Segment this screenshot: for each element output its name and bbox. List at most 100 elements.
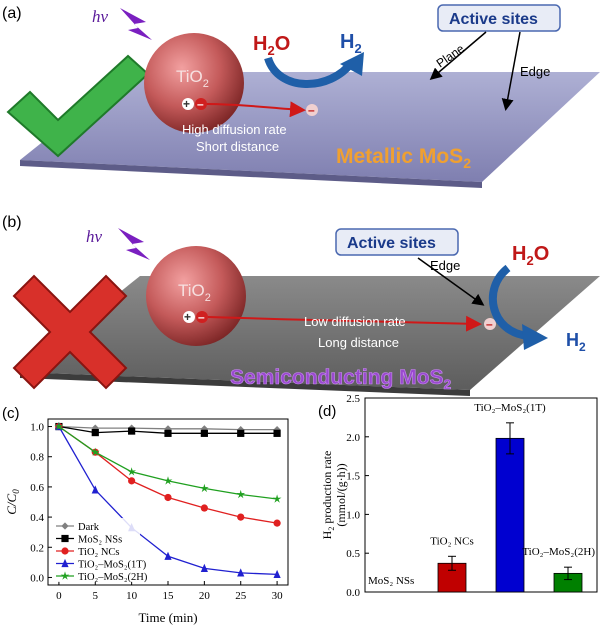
reaction-arrow-a <box>264 56 356 88</box>
chart-c-ytick-label: 0.8 <box>30 452 44 464</box>
hole-icon-b <box>183 311 195 323</box>
series-line-4 <box>58 425 278 500</box>
data-point <box>237 425 245 434</box>
chart-d: (d) 0.0 0.5 1.0 1.5 2.0 2.5 MoS₂ NSs TiO₂ NCs T… <box>318 393 598 599</box>
chart-c-ytick-label: 1.0 <box>30 422 44 434</box>
hole-sign-b: + <box>184 310 191 324</box>
edge-pointer-a <box>501 31 521 111</box>
edge-label-b: Edge <box>430 258 460 273</box>
data-point <box>200 504 208 512</box>
h2o-label-a: H2O <box>253 33 290 58</box>
data-point <box>164 429 172 437</box>
chart-c-xtick-label: 20 <box>199 590 211 602</box>
active-sites-label-b: Active sites <box>347 235 436 252</box>
data-point <box>237 429 245 437</box>
chart-d-ytick-label: 1.5 <box>346 471 360 483</box>
legend-label: TiO₂–MoS₂(1T) <box>78 560 147 571</box>
data-point <box>237 513 245 521</box>
electron-dot-b <box>484 318 496 330</box>
lightning-icon <box>120 8 152 40</box>
data-point <box>127 467 136 476</box>
edge-label-a: Edge <box>520 64 550 79</box>
chart-c-xtick-label: 0 <box>56 590 62 602</box>
bar-label: TiO₂–MoS₂(1T) <box>474 402 546 414</box>
active-sites-box-a <box>437 4 561 32</box>
lightning-icon-b <box>118 228 150 260</box>
legend-label: TiO₂–MoS₂(2H) <box>78 572 148 583</box>
plane-edge-b <box>20 372 470 396</box>
data-point <box>273 429 281 437</box>
legend-marker <box>61 534 69 543</box>
chart-d-ytick-label: 2.0 <box>346 432 360 444</box>
panel-b: hν TiO2 + – – Low diffusion rate Long di… <box>2 214 600 396</box>
hole-icon <box>182 98 194 110</box>
data-point <box>54 421 64 431</box>
data-point <box>236 489 246 499</box>
legend-marker <box>61 522 69 530</box>
tio2-label-b: TiO2 <box>178 281 211 304</box>
reaction-arrowhead-a <box>340 52 364 76</box>
h2o-label-b: H2O <box>512 243 549 268</box>
electron-icon-b <box>196 311 208 323</box>
chart-d-ylabel-line2: (mmol/(g·h)) <box>334 463 348 526</box>
caption-a-line1: High diffusion rate <box>182 122 287 137</box>
data-point <box>200 483 209 493</box>
panel-b-label: (b) <box>2 214 22 231</box>
chart-d-ytick-label: 1.0 <box>346 509 360 521</box>
data-point <box>164 551 172 560</box>
electron-sign-b: – <box>198 310 205 324</box>
data-point <box>273 519 281 527</box>
bar <box>495 437 525 593</box>
caption-b-line1: Low diffusion rate <box>304 314 406 329</box>
chart-d-ylabel-line1: H2 production rate <box>320 451 336 540</box>
tio2-sphere-b <box>146 246 246 346</box>
chart-d-frame <box>364 397 598 593</box>
chart-c-ytick-label: 0.4 <box>30 512 44 524</box>
cross-mark <box>12 274 128 390</box>
chart-c-ytick-label: 0.0 <box>30 572 44 584</box>
chart-c-ytick-label: 0.6 <box>30 482 44 494</box>
panel-a-label: (a) <box>2 5 22 22</box>
legend-label: Dark <box>78 522 100 533</box>
chart-c-ylabel: C/C0 <box>4 489 21 515</box>
electron-dot-sign-b: – <box>486 317 493 331</box>
bar-label: MoS₂ NSs <box>368 575 414 587</box>
diffusion-arrow-a <box>206 101 306 118</box>
data-point <box>128 427 136 435</box>
data-point <box>273 569 281 579</box>
plane-pointer <box>429 31 487 80</box>
data-point <box>128 477 136 485</box>
hv-label-a: hν <box>92 7 109 26</box>
series-line-2 <box>58 425 278 524</box>
data-point <box>164 493 172 502</box>
data-point <box>91 485 99 494</box>
data-point <box>272 494 282 503</box>
legend-label: TiO₂ NCs <box>78 547 120 558</box>
electron-sign: – <box>197 97 204 111</box>
data-point <box>90 447 100 456</box>
caption-b-line2: Long distance <box>318 335 399 350</box>
electron-dot-sign-a: – <box>308 103 315 117</box>
active-sites-label-a: Active sites <box>449 11 538 28</box>
check-mark <box>6 54 150 158</box>
data-point <box>273 425 281 434</box>
chart-d-ytick-label: 2.5 <box>346 393 360 405</box>
plane-label: Plane <box>434 41 467 70</box>
hv-label-b: hν <box>86 227 103 246</box>
electron-icon <box>195 98 207 110</box>
legend-marker <box>60 571 70 580</box>
panel-c-label: (c) <box>2 405 20 422</box>
bar-label: TiO₂–MoS₂(2H) <box>522 546 595 558</box>
data-point <box>91 428 99 437</box>
panel-d-label: (d) <box>318 403 336 420</box>
panel-a: hν TiO2 + – – High diffusion rate Short … <box>2 4 600 188</box>
data-point <box>237 568 245 577</box>
caption-a-line2: Short distance <box>196 139 279 154</box>
diffusion-arrow-b <box>207 315 482 332</box>
chart-d-ytick-label: 0.5 <box>346 548 360 560</box>
data-point <box>163 476 173 485</box>
chart-c-xtick-label: 10 <box>126 590 138 602</box>
metallic-mos2-label: Metallic MoS2 <box>336 145 471 171</box>
chart-c-xtick-label: 15 <box>163 590 175 602</box>
tio2-sphere <box>144 33 244 133</box>
